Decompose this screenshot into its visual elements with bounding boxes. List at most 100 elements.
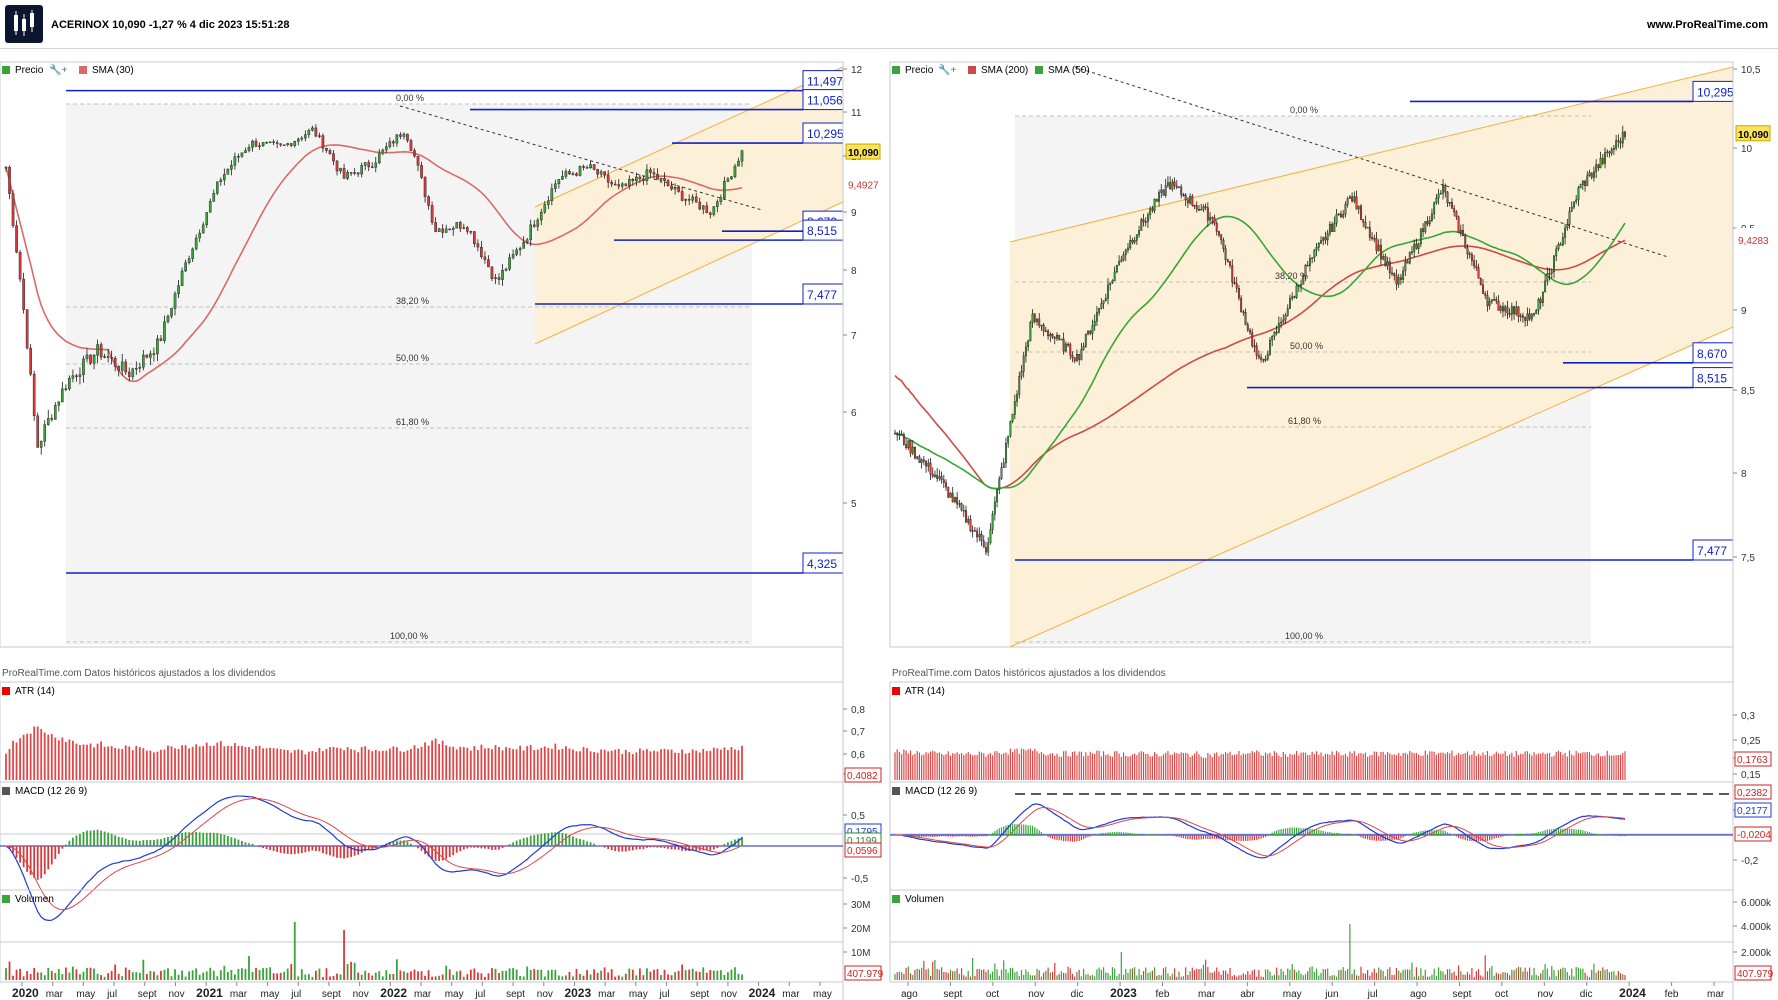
macd-histogram-bar <box>572 836 574 846</box>
volume-bar <box>82 971 85 980</box>
wrench-icon[interactable]: 🔧+ <box>938 63 956 76</box>
right-chart[interactable]: 0,00 %38,20 %50,00 %61,80 %100,00 % 10,2… <box>889 61 1774 1000</box>
volume-bar <box>1619 973 1622 980</box>
volume-bar <box>484 976 486 980</box>
volume-bar <box>1176 976 1178 980</box>
macd-histogram-bar <box>325 846 328 855</box>
atr-bar <box>1482 752 1484 780</box>
atr-bar <box>1229 751 1231 780</box>
volume-bar <box>1154 967 1156 980</box>
candle-body <box>980 533 983 542</box>
atr-bar <box>441 740 444 780</box>
charts-area[interactable]: 0,00 %38,20 %50,00 %61,80 %100,00 % 11,4… <box>0 52 1778 1000</box>
atr-bar <box>1244 754 1247 780</box>
volume-bar <box>1236 976 1238 980</box>
atr-bar <box>1027 749 1029 780</box>
volume-bar <box>1395 967 1398 980</box>
candle-body <box>896 432 899 436</box>
macd-histogram-bar <box>163 837 166 846</box>
macd-histogram-bar <box>1551 829 1553 835</box>
tick-label: 0,3 <box>1741 711 1755 722</box>
atr-bar <box>82 744 85 780</box>
atr-bar <box>1420 755 1422 780</box>
left-chart[interactable]: 0,00 %38,20 %50,00 %61,80 %100,00 % 11,4… <box>0 61 884 1000</box>
atr-bar <box>1524 751 1526 780</box>
volume-bar <box>212 970 215 980</box>
macd-histogram-bar <box>508 844 511 846</box>
atr-bar <box>1029 748 1031 780</box>
candle-body <box>1182 194 1185 197</box>
tick-label: 12 <box>851 65 863 76</box>
atr-bar <box>1595 754 1597 780</box>
atr-bar <box>901 754 903 780</box>
volume-bar <box>1220 974 1222 980</box>
candle-body <box>152 353 156 355</box>
atr-bar <box>22 734 25 780</box>
candle-body <box>1095 312 1098 322</box>
candle-body <box>1348 196 1351 199</box>
atr-bar <box>716 748 719 780</box>
volume-bar <box>903 973 905 980</box>
volume-bar <box>958 973 960 980</box>
candle-body <box>638 176 642 180</box>
candle-body <box>1604 152 1606 164</box>
atr-bar <box>476 750 479 780</box>
wrench-icon[interactable]: 🔧+ <box>49 63 67 76</box>
macd-histogram-bar <box>417 846 419 849</box>
volume-bar <box>501 970 504 980</box>
atr-bar <box>547 747 550 780</box>
candle-body <box>1122 254 1125 261</box>
candle-body <box>409 140 413 151</box>
volume-bar <box>167 968 169 980</box>
atr-bar <box>660 749 662 780</box>
volume-bar <box>364 970 367 980</box>
volume-bar <box>498 972 500 980</box>
right-legend: Precio 🔧+ SMA (200) SMA (50) <box>892 63 1090 76</box>
time-label: mar <box>46 989 64 1000</box>
candle-body <box>1499 306 1502 311</box>
atr-bar <box>1056 753 1058 780</box>
volume-bar <box>1384 976 1386 980</box>
atr-bar <box>110 746 113 780</box>
last-price-tag: 10,090 <box>848 148 879 159</box>
macd-histogram-bar <box>441 846 444 861</box>
macd-histogram-bar <box>631 846 634 851</box>
atr-bar <box>1147 753 1149 780</box>
candle-body <box>349 172 353 174</box>
volume-bar <box>1051 971 1054 980</box>
volume-bar <box>1167 973 1169 980</box>
candle-body <box>1067 343 1070 346</box>
atr-bar <box>512 749 515 780</box>
atr-bar <box>279 749 282 780</box>
volume-bar <box>607 972 610 980</box>
macd-histogram-bar <box>1249 835 1251 841</box>
volume-bar <box>727 972 729 980</box>
volume-bar <box>1118 973 1120 980</box>
candle-body <box>1379 244 1382 260</box>
time-label: jul <box>106 989 117 1000</box>
volume-bar <box>536 969 539 980</box>
volume-bar <box>1604 969 1606 980</box>
time-label: ago <box>901 989 918 1000</box>
volume-bar <box>936 968 938 980</box>
macd-histogram-bar <box>522 838 525 846</box>
volume-bar <box>153 971 155 980</box>
atr-bar <box>1253 752 1256 780</box>
macd-histogram-bar <box>1504 835 1506 836</box>
atr-bar <box>646 749 648 780</box>
volume-bar <box>1187 974 1189 980</box>
macd-histogram-bar <box>512 842 515 846</box>
candle-body <box>374 162 378 168</box>
candle-body <box>730 176 733 180</box>
volume-bar <box>1322 968 1324 980</box>
atr-bar <box>1418 754 1420 780</box>
volume-bar <box>905 967 907 980</box>
site-link[interactable]: www.ProRealTime.com <box>1646 19 1768 31</box>
macd-histogram-bar <box>712 846 715 850</box>
candle-body <box>628 178 631 186</box>
candle-body <box>258 145 261 147</box>
atr-bar <box>1196 751 1198 780</box>
left-channel-fill <box>535 67 843 344</box>
atr-bar <box>1156 754 1158 780</box>
volume-bar <box>466 974 469 980</box>
